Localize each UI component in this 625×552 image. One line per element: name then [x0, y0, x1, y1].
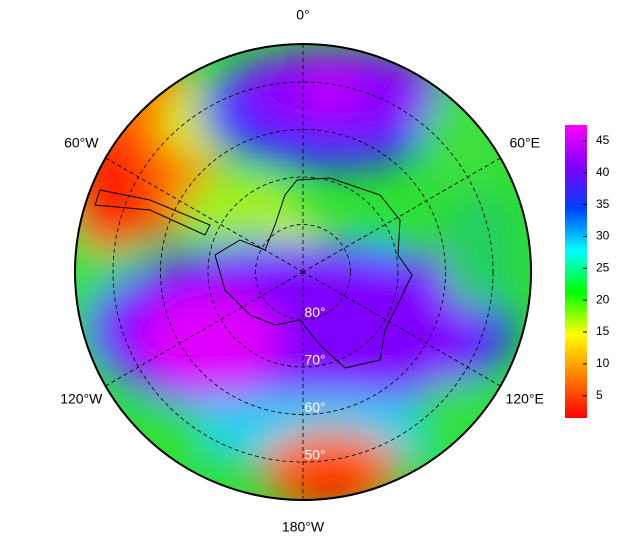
- longitude-label: 120°E: [506, 391, 544, 407]
- latitude-label: 60°: [304, 399, 325, 415]
- colorbar-tick-label: 20: [596, 292, 610, 306]
- latitude-label: 50°: [304, 447, 325, 463]
- latitude-ring: [160, 129, 446, 415]
- colorbar: [565, 125, 587, 418]
- latitude-label: 80°: [304, 304, 325, 320]
- colorbar-tick-label: 25: [596, 260, 610, 274]
- colorbar-tick-label: 10: [596, 356, 610, 370]
- longitude-label: 0°: [296, 7, 309, 23]
- meridian: [105, 271, 304, 387]
- meridian: [302, 157, 501, 273]
- latitude-ring: [112, 81, 494, 463]
- colorbar-tick-label: 40: [596, 165, 610, 179]
- latitude-label: 70°: [304, 352, 325, 368]
- data-field: [75, 44, 531, 500]
- colorbar-tick-label: 35: [596, 197, 610, 211]
- longitude-label: 180°W: [282, 519, 325, 535]
- colorbar-tick-label: 15: [596, 324, 610, 338]
- colorbar-tick-label: 30: [596, 229, 610, 243]
- longitude-label: 120°W: [60, 391, 103, 407]
- longitude-label: 60°W: [64, 135, 99, 151]
- meridian: [105, 157, 304, 273]
- colorbar-tick-label: 45: [596, 133, 610, 147]
- coastline: [94, 177, 413, 369]
- longitude-label: 60°E: [509, 135, 540, 151]
- map-border: [74, 43, 532, 501]
- latitude-ring: [255, 224, 351, 320]
- graticule: [105, 44, 501, 500]
- colorbar-tick-label: 5: [596, 388, 603, 402]
- meridian: [302, 271, 501, 387]
